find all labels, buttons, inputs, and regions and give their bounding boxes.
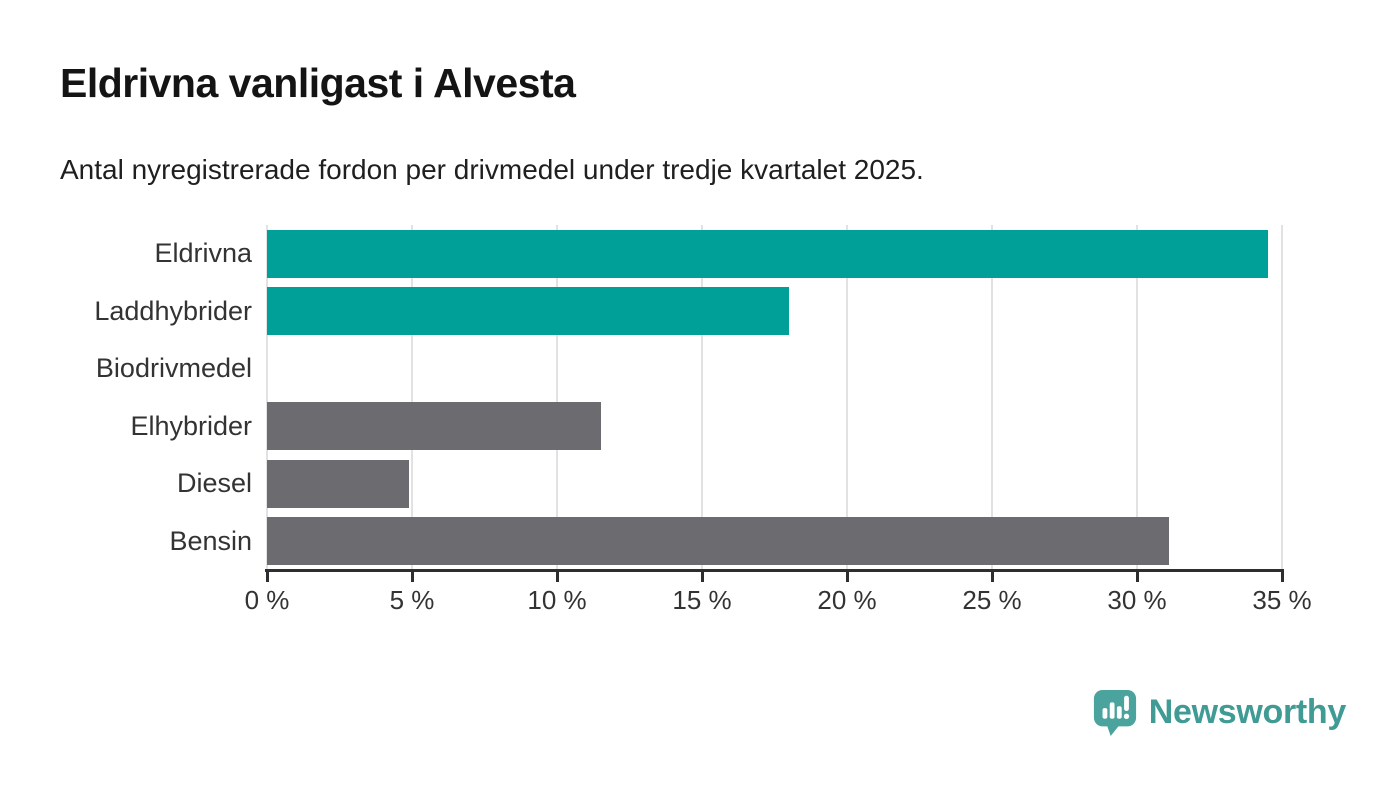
gridline-15: [701, 225, 703, 570]
x-axis-tick-5: [410, 572, 414, 582]
x-axis-tick-0: [265, 572, 269, 582]
x-axis-tick-label-5: 5 %: [389, 585, 435, 615]
chart-title: Eldrivna vanligast i Alvesta: [60, 60, 576, 106]
bar-eldrivna: [267, 229, 1268, 278]
x-axis-tick-label-15: 15 %: [672, 585, 732, 615]
x-axis-tick-label-20: 20 %: [817, 585, 877, 615]
gridline-35: [1281, 225, 1283, 570]
y-axis-label-bensin: Bensin: [169, 525, 252, 556]
brand-footer: Newsworthy: [1092, 688, 1346, 736]
chart-subtitle: Antal nyregistrerade fordon per drivmede…: [60, 154, 924, 185]
plot-area: [266, 225, 1283, 570]
y-axis-label-biodrivmedel: Biodrivmedel: [95, 353, 252, 384]
x-axis-tick-15: [700, 572, 704, 582]
x-axis-tick-35: [1280, 572, 1284, 582]
y-axis-label-laddhybrider: Laddhybrider: [94, 295, 252, 326]
bar-bensin: [267, 517, 1169, 566]
bar-diesel: [267, 459, 410, 508]
x-axis-line: [265, 569, 1284, 572]
brand-name: Newsworthy: [1148, 692, 1347, 731]
gridline-25: [991, 225, 993, 570]
gridline-20: [845, 225, 848, 570]
x-axis-tick-label-10: 10 %: [527, 585, 587, 615]
y-axis-label-diesel: Diesel: [176, 468, 252, 499]
x-axis-tick-label-25: 25 %: [962, 585, 1022, 615]
bar-elhybrider: [267, 402, 601, 451]
x-axis-tick-10: [555, 572, 559, 582]
gridline-0: [266, 225, 268, 570]
bar-laddhybrider: [267, 287, 789, 336]
x-axis-tick-label-35: 35 %: [1252, 585, 1312, 615]
gridline-30: [1136, 225, 1138, 570]
x-axis-tick-25: [990, 572, 994, 582]
x-axis-tick-label-0: 0 %: [244, 585, 290, 615]
y-axis-label-elhybrider: Elhybrider: [130, 410, 252, 441]
x-axis-tick-30: [1135, 572, 1139, 582]
y-axis-labels: Eldrivna Laddhybrider Biodrivmedel Elhybrid…: [40, 225, 252, 570]
y-axis-label-eldrivna: Eldrivna: [154, 238, 252, 269]
newsworthy-logo-icon: [1093, 689, 1136, 736]
x-axis-tick-label-30: 30 %: [1107, 585, 1167, 615]
x-axis-tick-20: [845, 572, 849, 582]
gridline-5: [410, 225, 413, 570]
gridline-10: [555, 225, 558, 570]
